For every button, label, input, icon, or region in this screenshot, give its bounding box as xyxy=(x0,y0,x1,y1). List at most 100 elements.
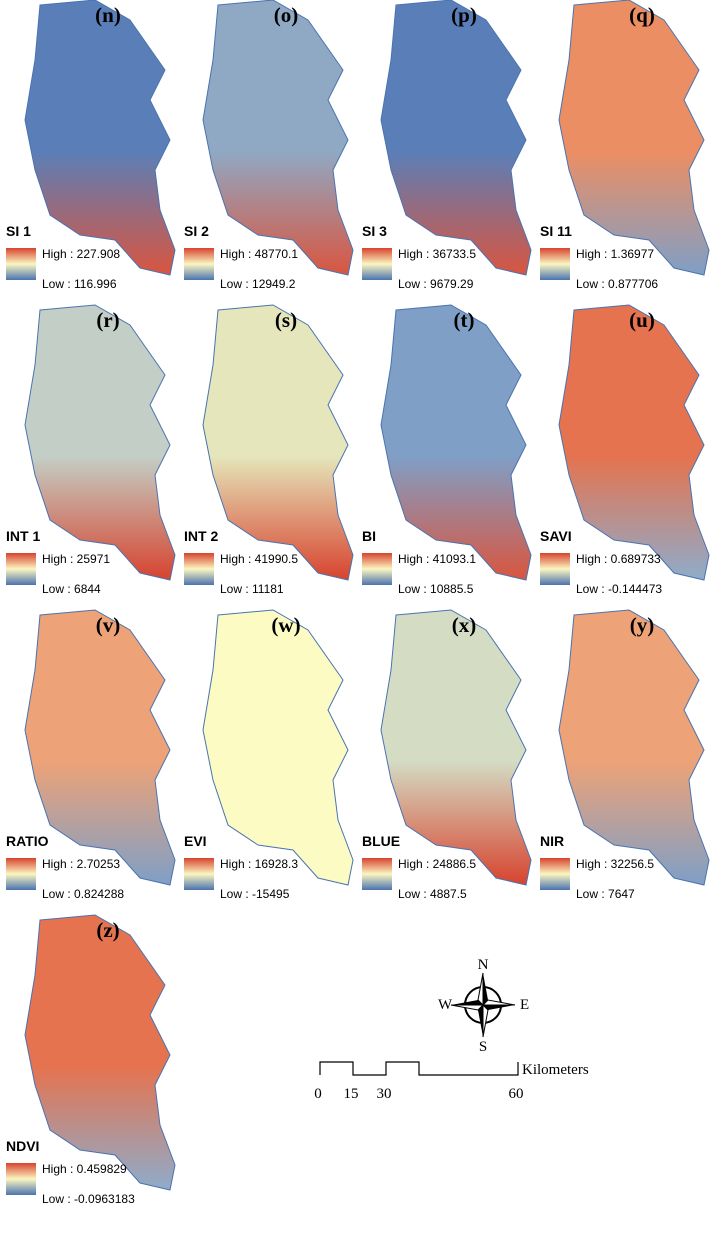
panel-letter: (t) xyxy=(454,308,475,332)
legend-high: High : 227.908 xyxy=(42,247,120,261)
scale-label: 60 xyxy=(509,1086,524,1102)
legend-high: High : 41093.1 xyxy=(398,552,476,566)
panel-letter: (s) xyxy=(275,308,297,332)
index-name: NIR xyxy=(540,833,564,849)
legend-low: Low : 12949.2 xyxy=(220,277,296,291)
map-panel: (n) SI 1 High : 227.908 Low : 116.996 xyxy=(6,0,176,291)
map-panel: (o) SI 2 High : 48770.1 Low : 12949.2 xyxy=(184,0,354,291)
compass: N S E W xyxy=(438,957,529,1055)
map-panel: (y) NIR High : 32256.5 Low : 7647 xyxy=(540,609,710,901)
legend-low: Low : 4887.5 xyxy=(398,887,467,901)
panel-letter: (y) xyxy=(630,613,655,637)
map-area xyxy=(558,304,710,581)
scale-bar xyxy=(319,1061,519,1076)
map-area xyxy=(558,609,710,886)
legend-low: Low : -0.144473 xyxy=(576,582,662,596)
legend-low: Low : 10885.5 xyxy=(398,582,474,596)
legend-high: High : 1.36977 xyxy=(576,247,654,261)
map-area xyxy=(202,609,354,886)
compass-e: E xyxy=(520,997,529,1013)
legend-ramp xyxy=(184,553,214,585)
map-panel: (u) SAVI High : 0.689733 Low : -0.144473 xyxy=(540,304,710,596)
legend-ramp xyxy=(6,858,36,890)
legend-low: Low : 11181 xyxy=(220,582,284,596)
scale-label: 30 xyxy=(377,1086,392,1102)
legend-ramp xyxy=(6,248,36,280)
panel-letter: (u) xyxy=(629,308,655,332)
panel-letter: (p) xyxy=(451,3,477,27)
map-area xyxy=(380,304,532,581)
map-panel: (v) RATIO High : 2.70253 Low : 0.824288 xyxy=(6,609,176,901)
map-area xyxy=(380,0,532,276)
legend-high: High : 36733.5 xyxy=(398,247,476,261)
panel-letter: (q) xyxy=(629,3,655,27)
index-name: SI 3 xyxy=(362,223,387,239)
index-name: RATIO xyxy=(6,833,49,849)
map-area xyxy=(24,304,176,581)
legend-ramp xyxy=(184,858,214,890)
legend-ramp xyxy=(6,553,36,585)
legend-high: High : 16928.3 xyxy=(220,857,298,871)
map-area xyxy=(24,914,176,1191)
legend-low: Low : 6844 xyxy=(42,582,101,596)
index-name: SI 1 xyxy=(6,223,31,239)
index-name: NDVI xyxy=(6,1138,39,1154)
map-area xyxy=(202,304,354,581)
legend-ramp xyxy=(184,248,214,280)
compass-s: S xyxy=(479,1039,487,1055)
map-panel: (p) SI 3 High : 36733.5 Low : 9679.29 xyxy=(362,0,532,291)
map-area xyxy=(202,0,354,276)
index-name: BI xyxy=(362,528,376,544)
legend-ramp xyxy=(362,248,392,280)
legend-ramp xyxy=(362,858,392,890)
panel-letter: (w) xyxy=(271,613,300,637)
index-name: EVI xyxy=(184,833,207,849)
legend-low: Low : 0.824288 xyxy=(42,887,124,901)
scale-label: 15 xyxy=(344,1086,359,1102)
map-panel: (w) EVI High : 16928.3 Low : -15495 xyxy=(184,609,354,901)
legend-high: High : 25971 xyxy=(42,552,110,566)
map-panel: (q) SI 11 High : 1.36977 Low : 0.877706 xyxy=(540,0,710,291)
map-panel: (t) BI High : 41093.1 Low : 10885.5 xyxy=(362,304,532,596)
legend-ramp xyxy=(362,553,392,585)
panel-letter: (z) xyxy=(96,918,119,942)
legend-high: High : 41990.5 xyxy=(220,552,298,566)
map-panel: (x) BLUE High : 24886.5 Low : 4887.5 xyxy=(362,609,532,901)
legend-high: High : 32256.5 xyxy=(576,857,654,871)
index-name: SI 11 xyxy=(540,223,572,239)
scale-label: 0 xyxy=(314,1086,322,1102)
legend-high: High : 2.70253 xyxy=(42,857,120,871)
legend-ramp xyxy=(540,248,570,280)
legend-low: Low : 0.877706 xyxy=(576,277,658,291)
legend-high: High : 0.459829 xyxy=(42,1162,127,1176)
legend-high: High : 48770.1 xyxy=(220,247,298,261)
panel-letter: (r) xyxy=(96,308,119,332)
legend-low: Low : 9679.29 xyxy=(398,277,474,291)
compass-n: N xyxy=(478,957,489,973)
legend-ramp xyxy=(6,1163,36,1195)
panel-letter: (n) xyxy=(95,3,121,27)
map-area xyxy=(24,0,176,276)
legend-low: Low : -0.0963183 xyxy=(42,1192,135,1206)
panel-letter: (o) xyxy=(274,3,299,27)
index-name: SAVI xyxy=(540,528,572,544)
map-area xyxy=(558,0,710,276)
scale-unit: Kilometers xyxy=(522,1062,589,1078)
index-name: BLUE xyxy=(362,833,400,849)
legend-ramp xyxy=(540,553,570,585)
legend-low: Low : -15495 xyxy=(220,887,290,901)
compass-w: W xyxy=(438,997,453,1013)
index-name: SI 2 xyxy=(184,223,209,239)
legend-low: Low : 7647 xyxy=(576,887,635,901)
legend-low: Low : 116.996 xyxy=(42,277,117,291)
map-area xyxy=(380,609,532,886)
index-name: INT 1 xyxy=(6,528,40,544)
legend-high: High : 24886.5 xyxy=(398,857,476,871)
legend-high: High : 0.689733 xyxy=(576,552,661,566)
legend-ramp xyxy=(540,858,570,890)
panel-letter: (x) xyxy=(452,613,477,637)
